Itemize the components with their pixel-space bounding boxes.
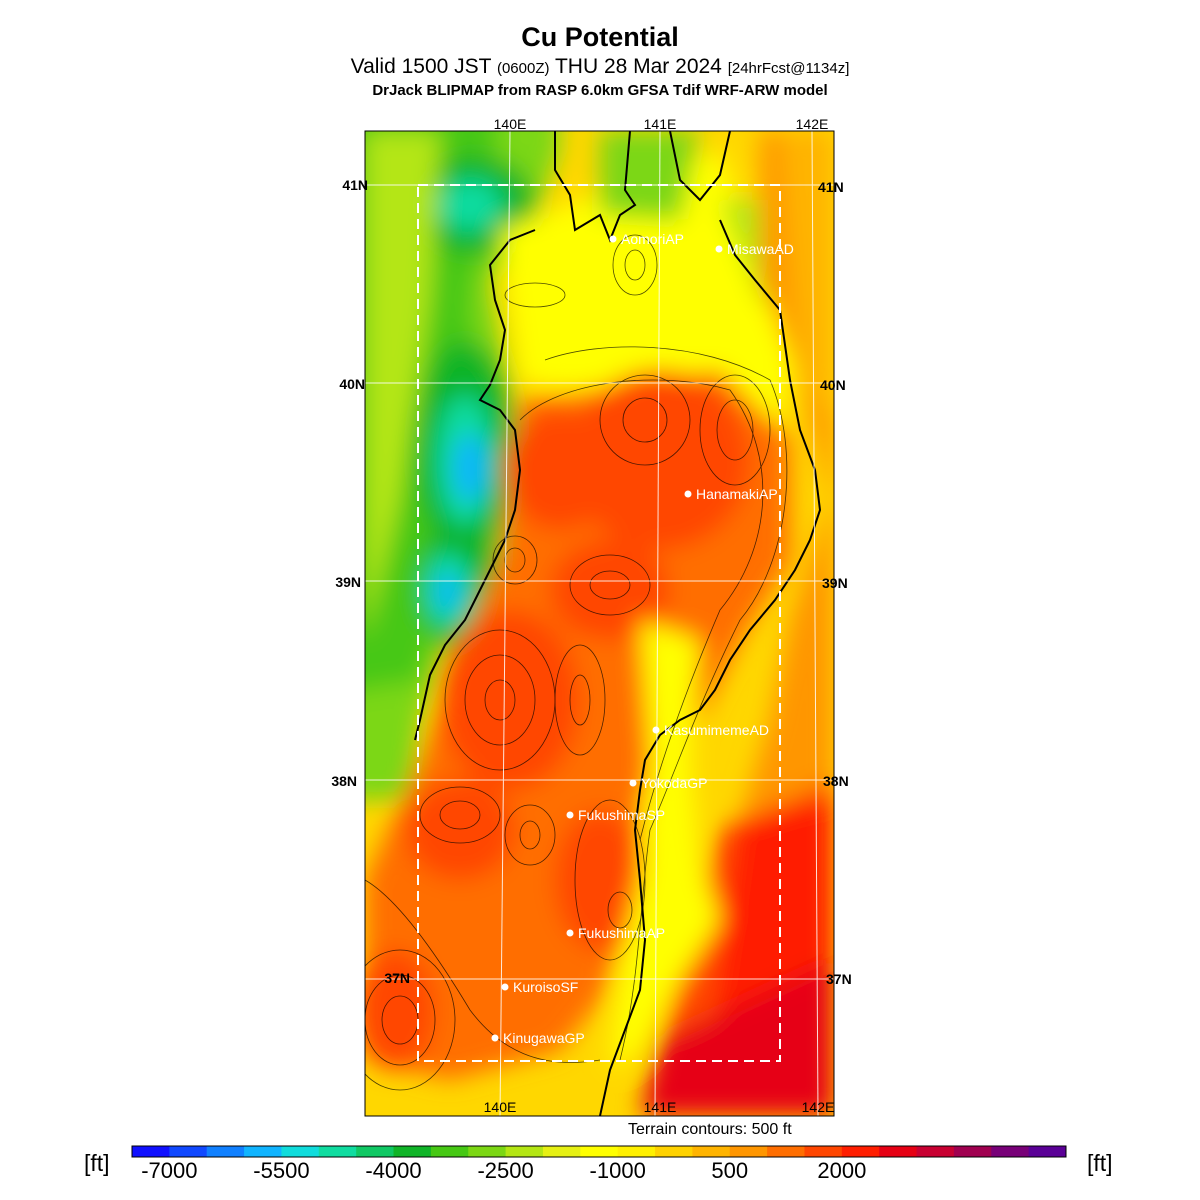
lat-label: 40N <box>339 376 365 392</box>
station-marker <box>629 779 637 787</box>
valid-time: Valid 1500 JST (0600Z) THU 28 Mar 2024 [… <box>0 55 1200 79</box>
color-scale-swatch <box>1028 1146 1067 1157</box>
lat-label: 41N <box>818 179 844 195</box>
color-scale-swatch <box>132 1146 170 1157</box>
lon-label: 140E <box>484 1099 517 1115</box>
station-marker <box>491 1034 499 1042</box>
color-scale-swatch <box>879 1146 918 1157</box>
map-title: Cu Potential <box>521 22 679 52</box>
color-scale-swatch <box>655 1146 693 1157</box>
color-scale-label: -1000 <box>590 1158 646 1183</box>
lat-label: 37N <box>384 970 410 986</box>
color-scale-swatch <box>692 1146 731 1157</box>
inner-domain-box <box>417 184 781 1062</box>
color-scale-label: -5500 <box>253 1158 309 1183</box>
station-label: HanamakiAP <box>696 486 778 502</box>
unit-label-right: [ft] <box>1087 1150 1113 1176</box>
station-marker <box>652 726 660 734</box>
station-marker <box>684 490 692 498</box>
lat-label: 38N <box>823 773 849 789</box>
model-source: DrJack BLIPMAP from RASP 6.0km GFSA Tdif… <box>372 82 828 99</box>
lon-labels-top: 140E 141E 142E <box>494 116 829 132</box>
coastline <box>414 131 822 1116</box>
color-scale-label: -2500 <box>477 1158 533 1183</box>
lat-label: 41N <box>342 177 368 193</box>
color-scale-swatch <box>244 1146 282 1157</box>
color-scale-swatch <box>804 1146 843 1157</box>
map-frame <box>364 130 835 1117</box>
valid-date: THU 28 Mar 2024 <box>554 55 722 78</box>
station-label: KuroisoSF <box>513 979 578 995</box>
color-scale-label: 500 <box>711 1158 748 1183</box>
station-marker <box>566 929 574 937</box>
color-scale-swatch <box>281 1146 320 1157</box>
lat-labels-left: 41N 40N 39N 38N 37N <box>331 177 410 986</box>
station-label: KasumimemeAD <box>664 722 769 738</box>
station-marker <box>501 983 509 991</box>
color-scale-swatch <box>318 1146 357 1157</box>
lat-label: 39N <box>822 575 848 591</box>
station-marker <box>715 245 723 253</box>
station-label: YokodaGP <box>641 775 707 791</box>
color-scale-swatch <box>953 1146 992 1157</box>
color-scale-label: -7000 <box>141 1158 197 1183</box>
lat-labels-right: 41N 40N 39N 38N 37N <box>818 179 852 987</box>
color-scale-swatch <box>206 1146 245 1157</box>
color-scale-swatch <box>841 1146 880 1157</box>
color-scale-swatch <box>505 1146 544 1157</box>
color-scale-labels: -7000 -5500 -4000 -2500 -1000 500 2000 <box>141 1158 866 1183</box>
station-label: FukushimaAP <box>578 925 665 941</box>
color-scale-swatch <box>542 1146 581 1157</box>
terrain-contour-note: Terrain contours: 500 ft <box>628 1121 792 1138</box>
color-scale-swatch <box>916 1146 955 1157</box>
valid-prefix: Valid 1500 JST <box>350 55 492 78</box>
color-scale-label: 2000 <box>817 1158 866 1183</box>
color-scale-swatch <box>767 1146 805 1157</box>
color-scale-frame <box>131 1145 1067 1158</box>
color-scale-swatch <box>169 1146 208 1157</box>
lon-labels-bottom: 140E 141E 142E <box>484 1099 835 1115</box>
unit-label-left: [ft] <box>84 1150 110 1176</box>
color-scale-label: -4000 <box>365 1158 421 1183</box>
station-marker <box>566 811 574 819</box>
color-scale-swatch <box>393 1146 432 1157</box>
station-marker <box>609 235 617 243</box>
color-scale-swatch <box>580 1146 619 1157</box>
lat-label: 38N <box>331 773 357 789</box>
forecast-info: [24hrFcst@1134z] <box>727 60 850 77</box>
color-scale-swatch <box>430 1146 469 1157</box>
lon-label: 142E <box>796 116 829 132</box>
color-scale-swatch <box>729 1146 768 1157</box>
station-markers: AomoriAP MisawaAD HanamakiAP KasumimemeAD Yo… <box>491 231 794 1046</box>
map-field <box>365 131 834 1116</box>
valid-zulu: (0600Z) <box>496 60 550 77</box>
lat-label: 37N <box>826 971 852 987</box>
color-scale-swatch <box>617 1146 656 1157</box>
color-scale-swatch <box>991 1146 1030 1157</box>
station-label: MisawaAD <box>727 241 794 257</box>
color-scale-swatch <box>356 1146 395 1157</box>
color-scale-bar <box>131 1145 1067 1158</box>
lon-label: 140E <box>494 116 527 132</box>
station-label: AomoriAP <box>621 231 684 247</box>
lon-label: 142E <box>802 1099 835 1115</box>
station-label: FukushimaSP <box>578 807 665 823</box>
color-scale-swatch <box>468 1146 507 1157</box>
station-label: KinugawaGP <box>503 1030 585 1046</box>
lat-label: 40N <box>820 377 846 393</box>
lon-label: 141E <box>644 116 677 132</box>
lon-label: 141E <box>644 1099 677 1115</box>
lat-label: 39N <box>335 574 361 590</box>
